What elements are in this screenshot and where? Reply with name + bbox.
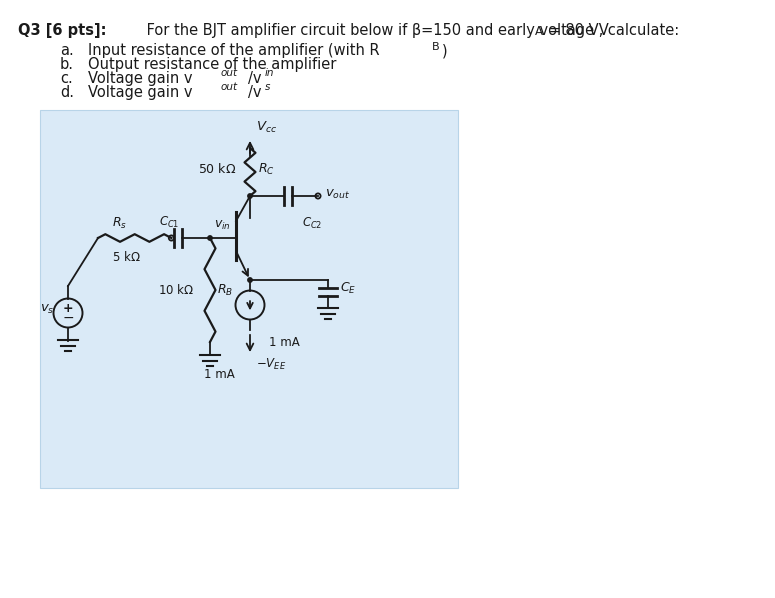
Text: 10 k$\Omega$: 10 k$\Omega$ bbox=[158, 283, 194, 297]
Text: $v_{in}$: $v_{in}$ bbox=[214, 219, 231, 232]
Text: Q3 [6 pts]:: Q3 [6 pts]: bbox=[18, 23, 106, 38]
Text: in: in bbox=[265, 69, 274, 78]
Text: out: out bbox=[221, 69, 238, 78]
Text: B: B bbox=[432, 42, 439, 53]
Text: 50 k$\Omega$: 50 k$\Omega$ bbox=[198, 162, 236, 176]
Text: +: + bbox=[63, 301, 74, 315]
Text: Input resistance of the amplifier (with R: Input resistance of the amplifier (with … bbox=[88, 43, 380, 58]
Text: = 80 V, calculate:: = 80 V, calculate: bbox=[544, 23, 679, 38]
Text: $C_{C2}$: $C_{C2}$ bbox=[302, 216, 322, 231]
Text: ): ) bbox=[442, 43, 448, 58]
Text: Voltage gain v: Voltage gain v bbox=[88, 71, 192, 86]
Text: s: s bbox=[265, 83, 270, 93]
Text: −: − bbox=[62, 311, 74, 325]
Text: a.: a. bbox=[60, 43, 74, 58]
Text: $C_E$: $C_E$ bbox=[340, 280, 357, 295]
Text: /v: /v bbox=[247, 85, 261, 100]
Text: b.: b. bbox=[60, 57, 74, 72]
Text: A: A bbox=[535, 25, 542, 38]
Text: $-V_{EE}$: $-V_{EE}$ bbox=[256, 357, 286, 372]
Text: Output resistance of the amplifier: Output resistance of the amplifier bbox=[88, 57, 336, 72]
Text: 1 mA: 1 mA bbox=[204, 368, 235, 381]
Text: $v_{out}$: $v_{out}$ bbox=[325, 187, 350, 200]
Text: $R_B$: $R_B$ bbox=[217, 282, 233, 298]
Text: Voltage gain v: Voltage gain v bbox=[88, 85, 192, 100]
Text: $R_s$: $R_s$ bbox=[112, 216, 127, 231]
Text: d.: d. bbox=[60, 85, 74, 100]
Text: c.: c. bbox=[60, 71, 73, 86]
FancyBboxPatch shape bbox=[40, 110, 458, 488]
Text: 1 mA: 1 mA bbox=[269, 336, 300, 349]
Text: $V_{cc}$: $V_{cc}$ bbox=[256, 120, 277, 135]
Circle shape bbox=[248, 278, 252, 282]
Circle shape bbox=[248, 194, 252, 198]
Text: out: out bbox=[221, 83, 238, 93]
Text: For the BJT amplifier circuit below if β=150 and early voltage V: For the BJT amplifier circuit below if β… bbox=[142, 23, 608, 38]
Text: 5 k$\Omega$: 5 k$\Omega$ bbox=[112, 250, 140, 264]
Circle shape bbox=[208, 236, 212, 240]
Text: $R_C$: $R_C$ bbox=[258, 161, 275, 176]
Text: /v: /v bbox=[247, 71, 261, 86]
Text: $v_s$: $v_s$ bbox=[40, 303, 54, 316]
Text: $C_{C1}$: $C_{C1}$ bbox=[159, 215, 180, 230]
